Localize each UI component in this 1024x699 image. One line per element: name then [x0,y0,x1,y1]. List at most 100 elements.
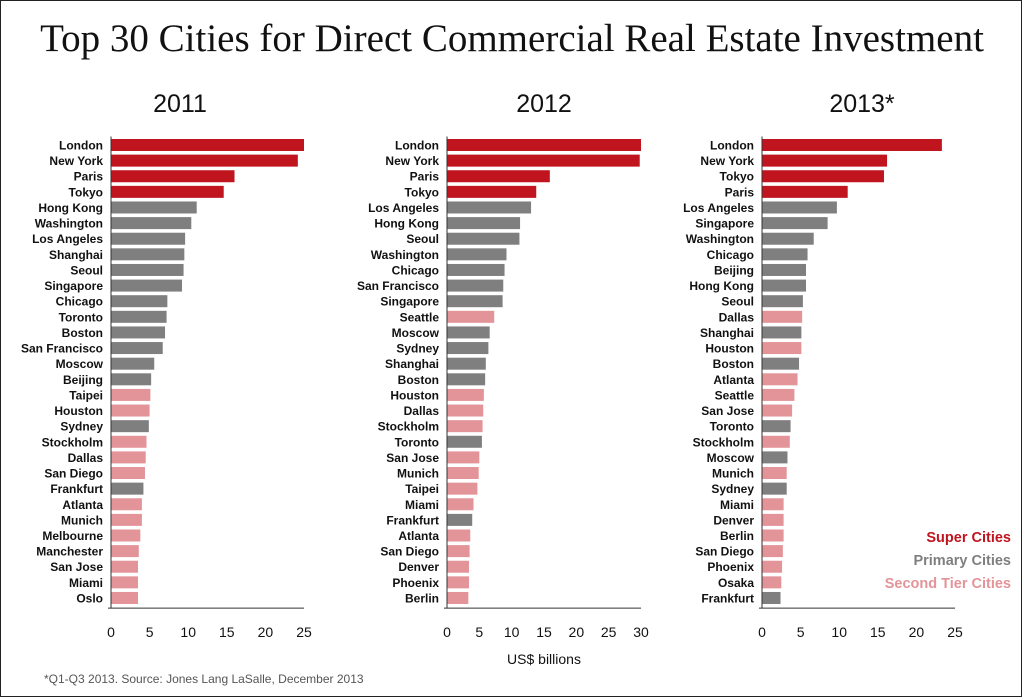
bar-2012-frankfurt [447,513,473,526]
category-label-2011-manchester: Manchester [36,545,103,559]
category-label-2012-boston: Boston [398,373,439,387]
category-label-2012-london: London [395,139,439,153]
bar-2013-moscow [762,451,788,464]
bar-2011-san-francisco [111,342,163,355]
bar-2011-san-jose [111,560,139,573]
bar-2012-san-diego [447,545,470,558]
x-tick-label-2013-25: 25 [947,624,963,640]
legend-super-cities: Super Cities [926,530,1011,546]
x-tick-label-2011-10: 10 [180,624,196,640]
bar-2013-denver [762,513,784,526]
category-label-2011-beijing: Beijing [63,373,103,387]
bar-2011-chicago [111,295,168,308]
bar-2011-munich [111,513,142,526]
bar-2012-singapore [447,295,503,308]
bar-2012-new-york [447,154,640,167]
category-label-2013-miami: Miami [720,498,754,512]
x-tick-label-2012-25: 25 [601,624,617,640]
bar-2011-melbourne [111,529,141,542]
category-label-2011-houston: Houston [54,404,103,418]
bar-2011-toronto [111,310,167,323]
bar-2011-atlanta [111,498,142,511]
x-axis-label: US$ billions [507,651,581,667]
bar-2013-berlin [762,529,784,542]
bar-2013-osaka [762,576,782,589]
bar-2012-munich [447,467,479,480]
category-label-2013-paris: Paris [725,185,755,199]
bar-2012-moscow [447,326,490,339]
bar-2012-berlin [447,591,469,604]
bar-2011-dallas [111,451,146,464]
category-label-2011-toronto: Toronto [59,310,103,324]
category-label-2011-frankfurt: Frankfurt [50,482,103,496]
bar-2013-frankfurt [762,591,781,604]
bar-2012-paris [447,170,550,183]
bar-2013-seattle [762,388,795,401]
category-label-2013-frankfurt: Frankfurt [701,591,754,605]
x-tick-label-2012-10: 10 [504,624,520,640]
bar-2013-san-diego [762,545,783,558]
category-label-2013-denver: Denver [713,513,754,527]
bar-2013-seoul [762,295,803,308]
bar-2013-houston [762,342,802,355]
category-label-2013-san-diego: San Diego [695,545,754,559]
bar-2012-washington [447,248,507,261]
x-tick-label-2013-15: 15 [870,624,886,640]
category-label-2012-stockholm: Stockholm [378,420,439,434]
category-label-2013-stockholm: Stockholm [693,435,754,449]
bar-2012-taipei [447,482,478,495]
category-label-2011-seoul: Seoul [70,263,103,277]
bar-2012-chicago [447,263,505,276]
category-label-2011-san-jose: San Jose [50,560,103,574]
category-label-2013-dallas: Dallas [719,310,755,324]
category-label-2011-sydney: Sydney [60,420,103,434]
legend-primary-cities: Primary Cities [913,553,1011,569]
category-label-2012-sydney: Sydney [396,342,439,356]
category-label-2011-taipei: Taipei [69,388,103,402]
x-tick-label-2011-0: 0 [107,624,115,640]
x-tick-label-2012-5: 5 [475,624,483,640]
bar-2013-miami [762,498,784,511]
category-label-2011-oslo: Oslo [76,591,103,605]
category-label-2012-berlin: Berlin [405,591,439,605]
bar-2013-london [762,139,942,151]
x-tick-label-2012-15: 15 [536,624,552,640]
bar-2012-seoul [447,232,520,245]
category-label-2012-seattle: Seattle [400,310,440,324]
bar-2013-atlanta [762,373,798,386]
panel-title-2012: 2012 [516,90,572,118]
bar-2012-phoenix [447,576,469,589]
bar-2013-tokyo [762,170,884,183]
x-tick-label-2011-20: 20 [258,624,274,640]
bar-2012-denver [447,560,469,573]
bar-2013-boston [762,357,800,370]
category-label-2012-new-york: New York [385,154,439,168]
category-label-2011-hong-kong: Hong Kong [38,201,103,215]
bar-2011-sydney [111,420,149,433]
category-label-2012-hong-kong: Hong Kong [374,217,439,231]
bar-2012-tokyo [447,185,537,198]
category-label-2013-chicago: Chicago [707,248,754,262]
bar-2012-san-francisco [447,279,504,292]
category-label-2012-munich: Munich [397,467,439,481]
category-label-2011-san-francisco: San Francisco [21,342,103,356]
category-label-2012-moscow: Moscow [392,326,440,340]
category-label-2011-atlanta: Atlanta [62,498,103,512]
category-label-2013-london: London [710,139,754,153]
bar-2013-san-jose [762,404,793,417]
bar-2012-london [447,139,641,151]
bar-2011-taipei [111,388,151,401]
bar-2011-oslo [111,591,139,604]
category-label-2013-seattle: Seattle [715,388,755,402]
bar-2011-seoul [111,263,184,276]
bar-2012-miami [447,498,474,511]
bar-2012-toronto [447,435,482,448]
category-label-2012-phoenix: Phoenix [392,576,439,590]
x-tick-label-2011-25: 25 [296,624,312,640]
x-tick-label-2013-10: 10 [831,624,847,640]
category-label-2011-san-diego: San Diego [44,467,103,481]
bar-2011-beijing [111,373,152,386]
category-label-2011-washington: Washington [35,217,103,231]
bar-2011-london [111,139,304,151]
